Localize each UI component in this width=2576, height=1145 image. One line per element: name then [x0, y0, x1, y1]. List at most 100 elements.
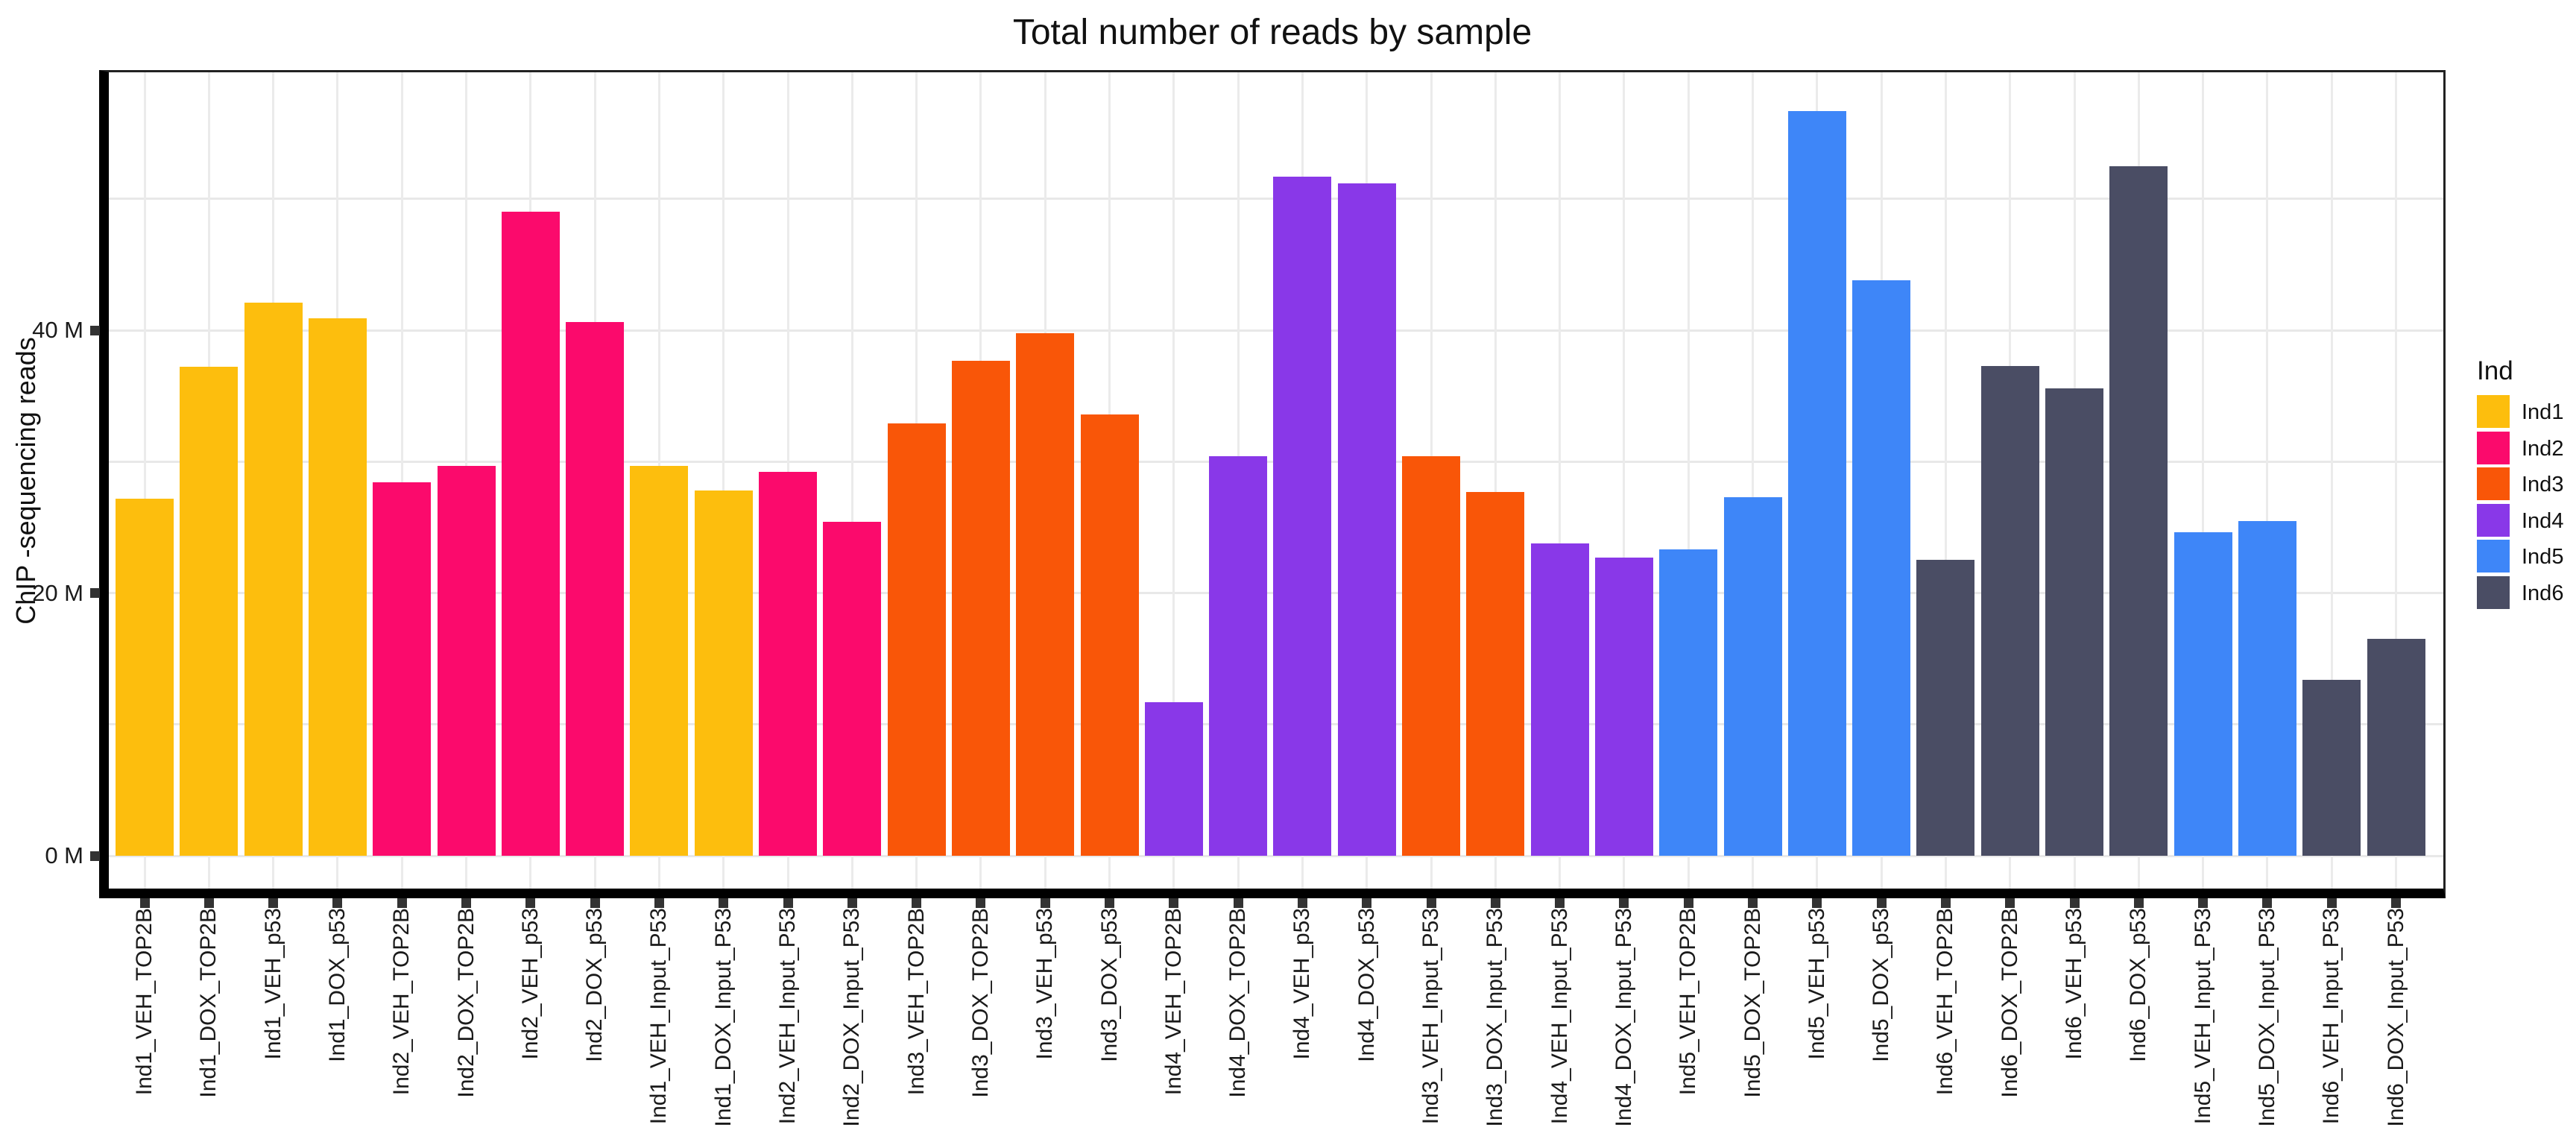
x-tick-mark — [1105, 898, 1114, 908]
bar-Ind2_DOX_p53 — [566, 322, 625, 856]
x-tick-mark — [1555, 898, 1565, 908]
x-tick-label: Ind3_VEH_p53 — [1032, 908, 1058, 1060]
gridline-vertical — [1687, 72, 1690, 889]
legend-key-swatch — [2477, 503, 2510, 537]
x-tick-mark — [397, 898, 407, 908]
x-tick-mark — [1940, 898, 1951, 908]
x-tick-label: Ind5_VEH_Input_P53 — [2190, 908, 2215, 1125]
gridline-vertical — [722, 72, 725, 889]
legend-key-swatch — [2477, 431, 2510, 464]
x-tick-label: Ind1_VEH_Input_P53 — [646, 908, 672, 1125]
x-tick-mark — [1876, 898, 1887, 908]
bar-Ind3_VEH_Input_P53 — [1402, 456, 1460, 856]
gridline-vertical — [2330, 72, 2333, 889]
x-tick-label: Ind5_VEH_p53 — [1804, 908, 1829, 1060]
gridline-vertical — [143, 72, 146, 889]
x-tick-label: Ind4_VEH_Input_P53 — [1547, 908, 1572, 1125]
bar-Ind3_DOX_Input_P53 — [1466, 491, 1525, 856]
x-tick-mark — [1297, 898, 1307, 908]
gridline-horizontal — [109, 854, 2443, 857]
y-tick-label: 20 M — [32, 579, 83, 606]
bar-Ind5_DOX_p53 — [1852, 280, 1911, 856]
x-tick-mark — [847, 898, 857, 908]
x-tick-label: Ind1_VEH_p53 — [260, 908, 285, 1060]
bar-Ind1_DOX_Input_P53 — [694, 491, 753, 856]
bar-Ind3_DOX_TOP2B — [951, 360, 1010, 856]
y-tick-mark — [90, 851, 100, 861]
plot-panel — [99, 70, 2446, 898]
x-tick-mark — [2069, 898, 2080, 908]
x-tick-label: Ind1_DOX_TOP2B — [196, 908, 221, 1098]
x-tick-label: Ind6_DOX_Input_P53 — [2383, 908, 2408, 1127]
gridline-vertical — [1623, 72, 1626, 889]
x-tick-label: Ind5_VEH_TOP2B — [1676, 908, 1701, 1096]
bar-Ind4_VEH_TOP2B — [1144, 701, 1203, 856]
legend-key-swatch — [2477, 576, 2510, 609]
bar-Ind1_VEH_p53 — [244, 302, 303, 856]
y-axis-title: ChIP -sequencing reads — [10, 336, 41, 625]
legend-label: Ind5 — [2522, 545, 2564, 570]
legend-key-swatch — [2477, 467, 2510, 501]
x-tick-mark — [1619, 898, 1629, 908]
gridline-vertical — [2202, 72, 2205, 889]
y-tick-label: 40 M — [32, 317, 83, 343]
gridline-vertical — [400, 72, 403, 889]
x-tick-label: Ind6_VEH_TOP2B — [1933, 908, 1958, 1096]
gridline-vertical — [2395, 72, 2397, 889]
bar-Ind5_DOX_Input_P53 — [2238, 520, 2296, 856]
chart-title: Total number of reads by sample — [1012, 13, 1532, 52]
bar-Ind3_VEH_p53 — [1016, 332, 1075, 856]
x-tick-label: Ind2_DOX_TOP2B — [453, 908, 479, 1098]
x-tick-mark — [1040, 898, 1050, 908]
gridline-vertical — [1944, 72, 1947, 889]
x-tick-label: Ind4_VEH_p53 — [1289, 908, 1315, 1060]
x-tick-mark — [2005, 898, 2015, 908]
x-tick-label: Ind1_VEH_TOP2B — [132, 908, 157, 1096]
x-tick-mark — [719, 898, 729, 908]
x-tick-mark — [2262, 898, 2273, 908]
gridline-vertical — [1752, 72, 1754, 889]
x-tick-label: Ind6_DOX_TOP2B — [1997, 908, 2022, 1098]
x-tick-mark — [1748, 898, 1758, 908]
gridline-vertical — [1559, 72, 1562, 889]
x-tick-label: Ind2_VEH_TOP2B — [389, 908, 414, 1096]
x-tick-mark — [2198, 898, 2209, 908]
legend-label: Ind3 — [2522, 473, 2564, 497]
x-tick-label: Ind1_DOX_p53 — [324, 908, 350, 1062]
bar-Ind4_DOX_Input_P53 — [1594, 557, 1653, 856]
x-tick-label: Ind5_DOX_Input_P53 — [2254, 908, 2279, 1127]
x-tick-label: Ind2_VEH_p53 — [517, 908, 543, 1060]
x-tick-mark — [590, 898, 600, 908]
bar-Ind5_VEH_p53 — [1787, 110, 1846, 856]
x-tick-mark — [203, 898, 214, 908]
y-tick-label: 0 M — [45, 842, 83, 868]
gridline-vertical — [2266, 72, 2269, 889]
x-tick-mark — [1490, 898, 1500, 908]
x-tick-label: Ind3_VEH_TOP2B — [903, 908, 929, 1096]
x-tick-label: Ind3_VEH_Input_P53 — [1418, 908, 1443, 1125]
x-tick-mark — [2133, 898, 2144, 908]
x-tick-label: Ind4_DOX_Input_P53 — [1611, 908, 1636, 1127]
x-tick-mark — [2391, 898, 2401, 908]
x-tick-label: Ind2_DOX_p53 — [582, 908, 607, 1062]
bar-Ind2_VEH_p53 — [501, 212, 560, 856]
x-tick-mark — [1169, 898, 1179, 908]
bar-Ind6_VEH_TOP2B — [1916, 560, 1975, 856]
x-tick-label: Ind6_VEH_p53 — [2062, 908, 2086, 1060]
gridline-vertical — [1494, 72, 1497, 889]
x-tick-mark — [332, 898, 343, 908]
bar-Ind3_VEH_TOP2B — [887, 423, 946, 856]
y-tick-mark — [90, 588, 100, 598]
bar-Ind2_VEH_Input_P53 — [759, 472, 817, 856]
x-tick-label: Ind3_DOX_TOP2B — [967, 908, 993, 1098]
x-tick-label: Ind4_DOX_p53 — [1354, 908, 1379, 1062]
bar-Ind1_DOX_p53 — [308, 318, 367, 856]
x-tick-label: Ind2_VEH_Input_P53 — [775, 908, 800, 1125]
x-tick-mark — [654, 898, 664, 908]
bar-Ind4_VEH_p53 — [1273, 176, 1332, 856]
bar-Ind6_DOX_p53 — [2109, 165, 2168, 856]
x-tick-label: Ind6_VEH_Input_P53 — [2319, 908, 2344, 1125]
gridline-vertical — [1172, 72, 1175, 889]
x-tick-mark — [461, 898, 471, 908]
